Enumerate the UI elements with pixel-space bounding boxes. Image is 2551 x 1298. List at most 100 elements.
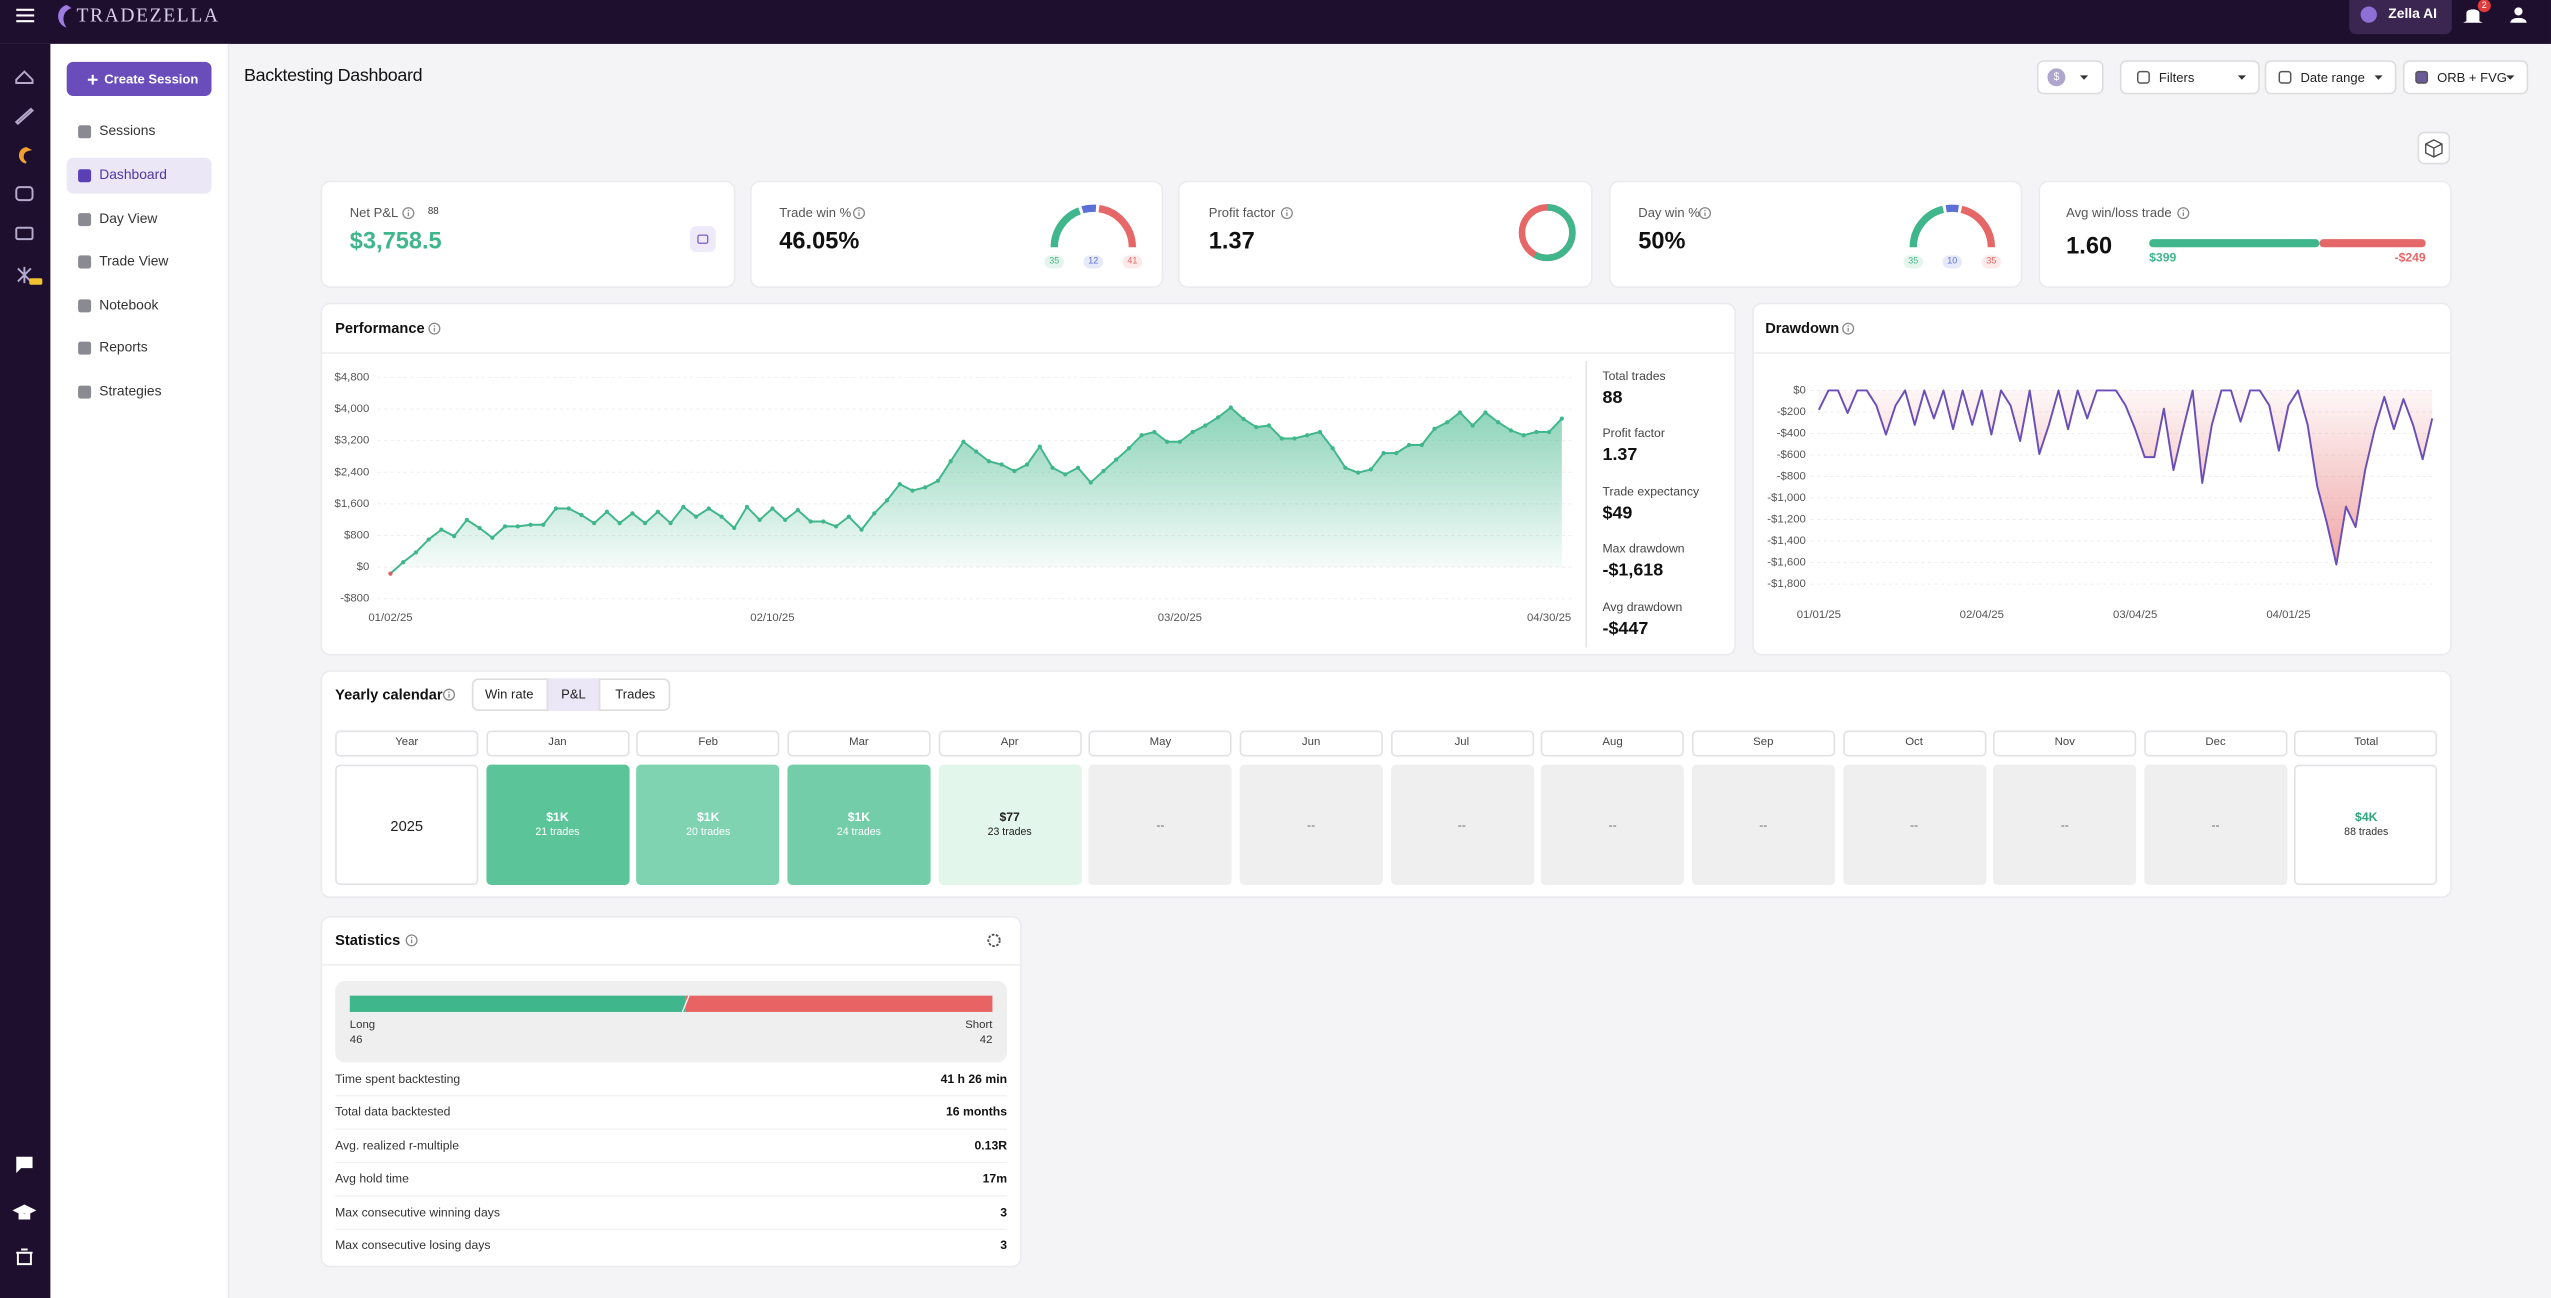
calendar-month-cell[interactable] — [787, 764, 931, 886]
rail-icon[interactable] — [17, 266, 32, 284]
info-dot — [433, 325, 436, 327]
y-tick-label: $0 — [357, 561, 370, 573]
tab-active[interactable] — [546, 678, 601, 711]
info-circle — [405, 934, 418, 947]
calendar-header-cell — [2294, 730, 2438, 757]
gauge-pill — [1044, 255, 1064, 269]
calendar-month-cell[interactable] — [2143, 764, 2288, 886]
rail-backtest-icon[interactable] — [18, 147, 33, 164]
calendar-month-cell[interactable] — [1993, 764, 2137, 886]
info-circle — [852, 207, 866, 220]
point — [1330, 446, 1335, 451]
currency-select[interactable] — [2036, 60, 2104, 95]
calendar-month-cell[interactable] — [1088, 764, 1232, 886]
y-tick-label: -$800 — [1777, 471, 1806, 483]
user-icon[interactable] — [2510, 7, 2527, 23]
info-dot — [407, 209, 410, 212]
rail-gift-icon[interactable] — [16, 1248, 33, 1266]
point — [1305, 433, 1310, 438]
point — [999, 462, 1004, 467]
calendar-month-cell[interactable] — [1239, 764, 1383, 886]
info-icon — [402, 207, 415, 220]
point — [1165, 439, 1170, 444]
point — [1190, 429, 1195, 435]
rail-icon[interactable] — [15, 186, 34, 202]
rail-chat-icon[interactable] — [16, 1156, 33, 1174]
kpi-label: Avg win/loss trade — [2066, 205, 2172, 221]
card-title: Statistics — [335, 931, 401, 949]
kpi-label: Profit factor — [1208, 205, 1276, 221]
filter-control[interactable] — [2264, 60, 2397, 95]
rail-journal-icon[interactable] — [14, 107, 34, 125]
calendar-header: Jun — [1301, 736, 1321, 749]
nav-icon — [78, 255, 92, 269]
layout-button[interactable] — [2417, 131, 2451, 165]
calendar-month-cell[interactable] — [636, 764, 780, 886]
area — [390, 407, 1562, 574]
zella-ai-label: Zella AI — [2388, 5, 2437, 22]
notification-badge — [2477, 0, 2491, 13]
point — [744, 504, 750, 509]
x-tick-label: 03/20/25 — [1158, 612, 1202, 624]
calendar-month-cell[interactable] — [938, 764, 1082, 886]
short-value: 42 — [979, 1034, 993, 1047]
calendar-header-cell — [1691, 730, 1835, 757]
nav-icon — [78, 213, 92, 227]
point — [1088, 480, 1093, 485]
y-tick-label: -$200 — [1777, 406, 1806, 418]
calendar-header-cell — [2143, 730, 2288, 757]
bell-icon[interactable] — [2463, 9, 2483, 23]
x-tick-label: 01/01/25 — [1797, 609, 1841, 621]
calendar-header-cell — [335, 730, 479, 757]
point — [592, 521, 597, 526]
nav-label: Strategies — [99, 382, 162, 399]
long-label: Long — [349, 1020, 376, 1032]
calendar-header: Mar — [849, 736, 869, 749]
point — [502, 524, 508, 529]
calendar-month-cell[interactable] — [1691, 764, 1835, 886]
rail-icon[interactable] — [15, 226, 34, 241]
plus-icon — [87, 74, 98, 85]
point — [846, 514, 851, 519]
info-icon — [1698, 207, 1712, 220]
kpi-label: Day win % — [1638, 205, 1700, 221]
point — [859, 527, 864, 532]
point — [1457, 410, 1463, 415]
x-tick-label: 03/04/25 — [2113, 609, 2157, 621]
stat-row-value: 0.13R — [974, 1137, 1008, 1153]
info-circle — [1698, 207, 1712, 220]
point — [439, 527, 444, 532]
point — [1037, 444, 1042, 449]
point — [706, 506, 711, 511]
point — [401, 560, 406, 565]
point — [1483, 410, 1488, 415]
calendar-month-cell[interactable] — [1390, 764, 1534, 886]
rail-learn-icon[interactable] — [12, 1204, 37, 1220]
short-label: Short — [965, 1020, 993, 1032]
point — [655, 509, 660, 514]
stat-row-label: Max consecutive losing days — [335, 1237, 491, 1253]
calendar-month-cell[interactable] — [485, 764, 630, 886]
y-tick-label: -$1,200 — [1767, 514, 1806, 526]
y-tick-label: -$1,000 — [1767, 492, 1806, 504]
point — [1101, 468, 1106, 474]
kpi-action-button[interactable] — [689, 226, 716, 253]
point — [872, 511, 877, 516]
point — [732, 525, 737, 531]
calendar-month-cell[interactable] — [1842, 764, 1986, 886]
hamburger-icon[interactable] — [16, 8, 35, 23]
point — [1152, 429, 1157, 435]
user-head — [2514, 7, 2523, 16]
y-tick-label: -$400 — [1777, 427, 1806, 439]
y-tick-label: $4,800 — [335, 371, 370, 383]
x-tick-label: 02/10/25 — [750, 612, 794, 624]
point — [1266, 423, 1272, 428]
point — [1432, 426, 1437, 431]
control-label: Filters — [2158, 69, 2195, 85]
filter-control[interactable] — [2119, 60, 2260, 95]
calendar-month-cell[interactable] — [1540, 764, 1685, 886]
rail-home-icon[interactable] — [15, 70, 34, 84]
stat-row-value: 3 — [1000, 1204, 1008, 1219]
stat-value: -$1,618 — [1602, 560, 1664, 581]
